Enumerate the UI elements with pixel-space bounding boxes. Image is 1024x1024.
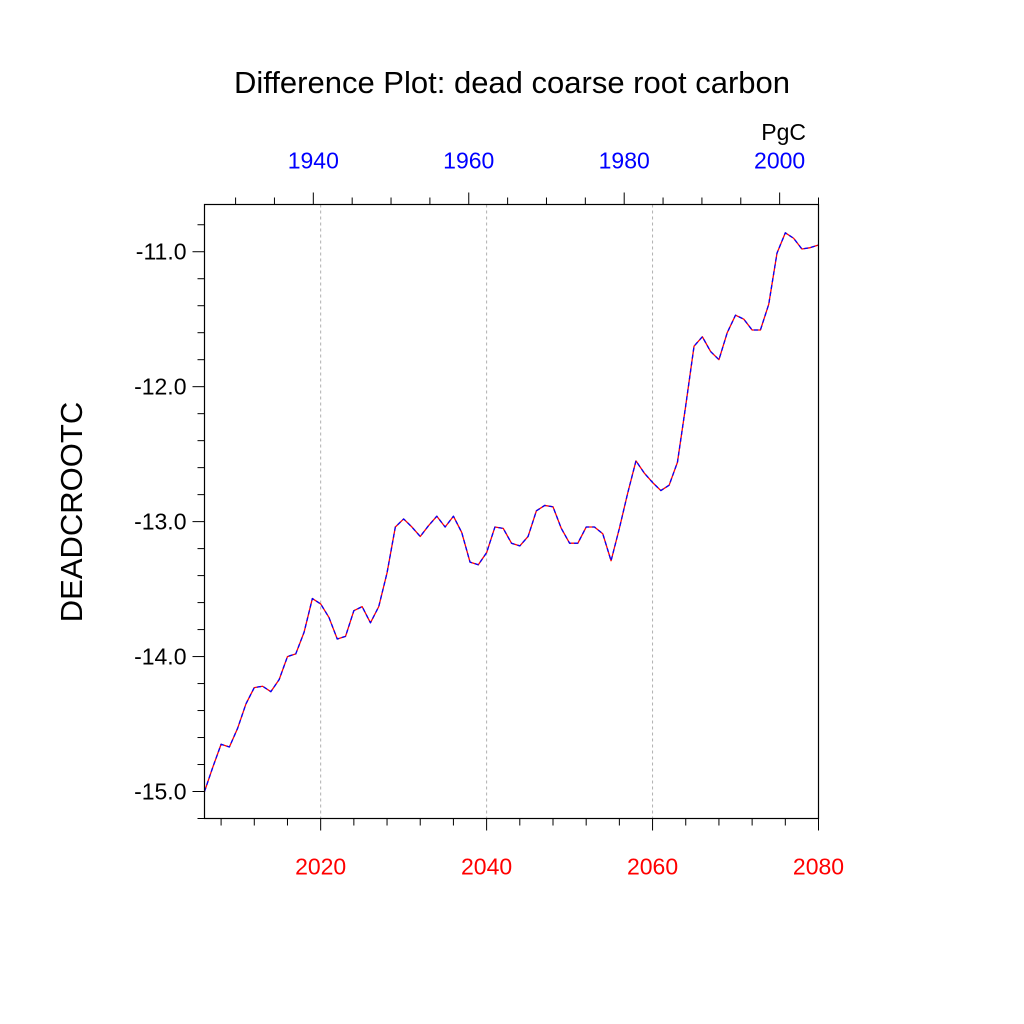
bottom-tick-label-2040: 2040 [461,854,512,880]
data-point-blue-2074 [768,304,769,305]
data-point-blue-2079 [810,247,811,248]
data-point-blue-2033 [428,525,429,526]
data-point-blue-2030 [403,518,404,519]
data-point-blue-2057 [627,493,628,494]
data-point-blue-2032 [420,536,421,537]
bottom-tick-label-2020: 2020 [295,854,346,880]
chart-title: Difference Plot: dead coarse root carbon [234,65,790,100]
data-point-blue-2045 [527,536,528,537]
data-point-blue-2056 [619,528,620,529]
grid-lines [320,204,654,819]
bottom-tick-label-2060: 2060 [627,854,678,880]
data-point-blue-2055 [610,560,611,561]
data-point-blue-2007 [212,767,213,768]
data-point-blue-2026 [370,622,371,623]
data-point-blue-2058 [635,460,636,461]
tick-labels: 2020 2040 2060 2080 1940 1960 1980 2000 -15.0 -14… [134,148,844,880]
data-point-blue-2024 [353,610,354,611]
data-point-blue-2036 [453,516,454,517]
data-point-blue-2019 [312,598,313,599]
data-point-blue-2072 [752,329,753,330]
y-tick-label--12: -12.0 [134,374,186,400]
data-point-blue-2053 [594,526,595,527]
y-tick-label--13: -13.0 [134,509,186,535]
data-point-blue-2077 [793,238,794,239]
data-point-blue-2051 [577,543,578,544]
data-point-blue-2021 [328,617,329,618]
plot-frame [203,203,820,820]
data-point-blue-2069 [727,332,728,333]
data-point-blue-2038 [469,562,470,563]
data-point-blue-2052 [586,526,587,527]
data-point-blue-2022 [337,638,338,639]
data-point-blue-2013 [262,686,263,687]
data-point-blue-2009 [229,746,230,747]
data-point-blue-2068 [718,359,719,360]
bottom-tick-label-2080: 2080 [793,854,844,880]
data-point-blue-2014 [270,691,271,692]
data-point-blue-2012 [254,687,255,688]
top-tick-label-1940: 1940 [288,148,339,174]
data-point-blue-2075 [776,252,777,253]
data-point-blue-2071 [743,319,744,320]
y-tick-label--15: -15.0 [134,779,186,805]
data-point-blue-2061 [660,490,661,491]
data-point-blue-2037 [461,532,462,533]
data-point-blue-2015 [279,679,280,680]
data-point-blue-2044 [519,545,520,546]
data-point-blue-2046 [536,510,537,511]
axis-ticks [192,192,819,831]
data-point-blue-2060 [652,482,653,483]
data-point-blue-2059 [644,472,645,473]
data-point-blue-2031 [411,526,412,527]
data-point-blue-2076 [785,232,786,233]
series-line-red [203,232,819,792]
data-point-blue-2039 [478,564,479,565]
data-point-blue-2029 [395,526,396,527]
y-tick-label--11: -11.0 [136,239,187,265]
data-point-blue-2042 [503,528,504,529]
data-point-blue-2062 [669,485,670,486]
data-point-blue-2047 [544,505,545,506]
data-point-blue-2025 [362,606,363,607]
data-point-blue-2018 [303,632,304,633]
data-point-blue-2028 [386,572,387,573]
top-tick-label-2000: 2000 [754,148,805,174]
data-point-blue-2064 [685,405,686,406]
data-point-blue-2049 [561,528,562,529]
data-point-blue-2034 [436,516,437,517]
data-point-blue-2048 [552,506,553,507]
data-point-blue-2008 [220,744,221,745]
data-point-blue-2027 [378,606,379,607]
data-point-blue-2063 [677,462,678,463]
data-point-blue-2078 [801,248,802,249]
top-tick-label-1960: 1960 [443,148,494,174]
data-point-blue-2016 [287,656,288,657]
data-point-blue-2035 [445,526,446,527]
top-tick-label-1980: 1980 [599,148,650,174]
units-label: PgC [761,119,806,145]
data-point-blue-2023 [345,636,346,637]
data-point-blue-2043 [511,543,512,544]
data-point-blue-2041 [494,526,495,527]
data-point-blue-2073 [760,329,761,330]
data-point-blue-2066 [702,336,703,337]
y-axis-label: DEADCROOTC [54,402,89,622]
data-point-blue-2050 [569,543,570,544]
series-lines [203,232,819,792]
data-point-blue-2067 [710,351,711,352]
data-point-blue-2011 [245,703,246,704]
data-point-blue-2040 [486,552,487,553]
data-point-blue-2017 [295,653,296,654]
data-point-blue-2054 [602,533,603,534]
data-point-blue-2070 [735,315,736,316]
data-point-blue-2020 [320,603,321,604]
series-line-blue [203,232,819,792]
data-point-blue-2065 [693,346,694,347]
data-point-blue-2010 [237,727,238,728]
y-tick-label--14: -14.0 [134,644,186,670]
